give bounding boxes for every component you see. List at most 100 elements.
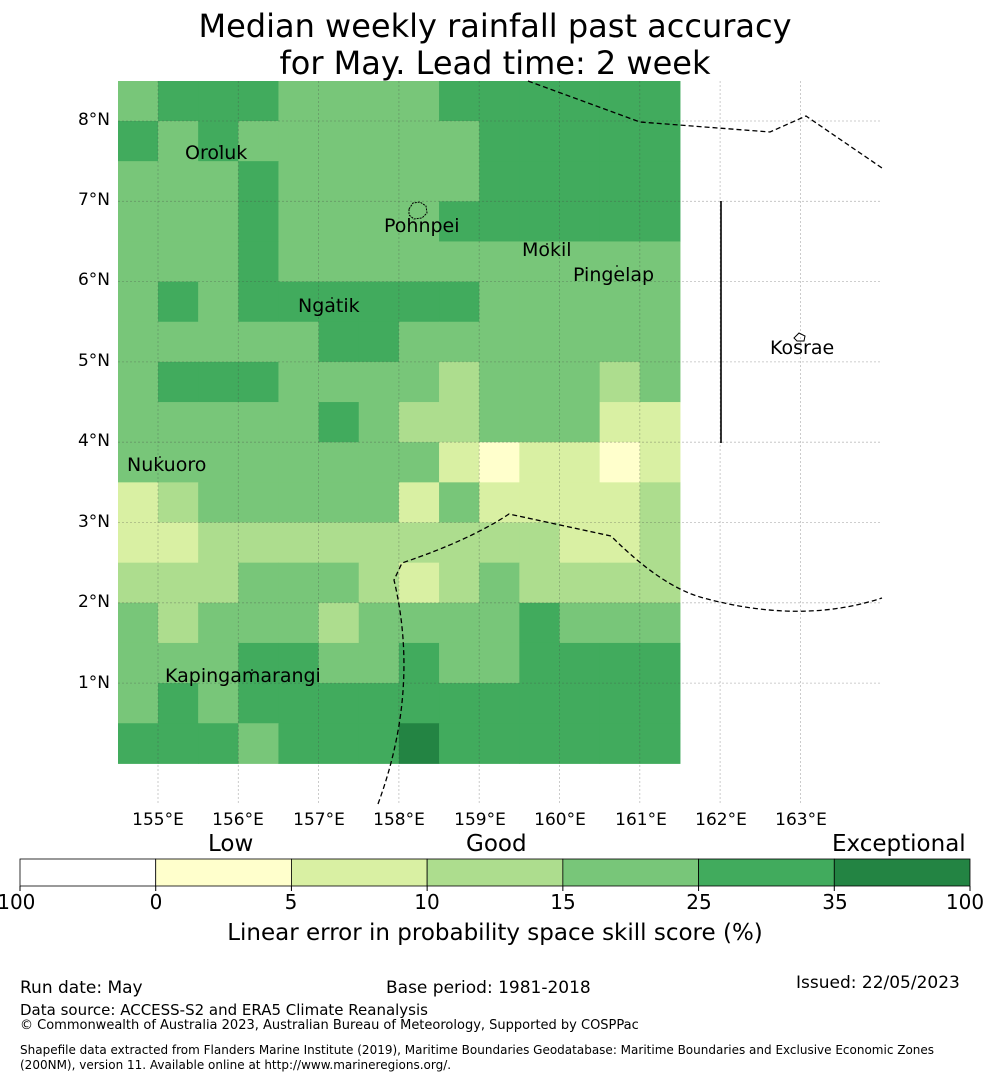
grid-cell (519, 241, 560, 283)
grid-cell (398, 683, 440, 724)
x-tick-159e: 159°E (454, 810, 506, 830)
grid-cell (198, 241, 239, 283)
grid-cell (639, 321, 681, 363)
grid-cell (479, 442, 520, 483)
grid-cell (198, 723, 239, 764)
skill-grid (118, 81, 681, 764)
grid-cell (519, 562, 560, 604)
grid-cell (358, 121, 400, 162)
grid-cell (639, 241, 681, 283)
grid-cell (238, 482, 279, 523)
grid-cell (559, 522, 601, 564)
grid-cell (479, 402, 520, 443)
grid-cell (318, 81, 360, 122)
colorbar-tick-35: 35 (822, 890, 848, 914)
grid-cell (118, 361, 159, 403)
grid-cell (559, 602, 601, 644)
grid-cell (278, 201, 320, 242)
pohnpei-outline (408, 201, 428, 220)
grid-cell (639, 281, 681, 323)
grid-cell (278, 522, 320, 564)
x-tick-156e: 156°E (212, 810, 264, 830)
grid-cell (398, 442, 440, 483)
grid-cell (358, 723, 400, 764)
grid-cell (278, 121, 320, 162)
grid-cell (439, 522, 480, 564)
grid-cell (519, 683, 560, 724)
grid-cell (118, 201, 159, 242)
grid-cell (118, 522, 159, 564)
grid-cell (599, 321, 641, 363)
grid-cell (599, 81, 641, 122)
grid-cell (318, 442, 360, 483)
grid-cell (158, 361, 199, 403)
x-tick-163e: 163°E (775, 810, 827, 830)
grid-cell (439, 121, 480, 162)
grid-cell (519, 602, 560, 644)
grid-cell (278, 361, 320, 403)
grid-cell (599, 241, 641, 283)
grid-cell (318, 602, 360, 644)
grid-cell (158, 281, 199, 323)
grid-cell (398, 562, 440, 604)
grid-cell (358, 402, 400, 443)
grid-cell (198, 361, 239, 403)
grid-cell (439, 281, 480, 323)
colorbar-swatch (698, 858, 835, 887)
grid-cell (238, 161, 279, 202)
grid-cell (358, 161, 400, 202)
grid-cell (439, 482, 480, 523)
map-gridlines (118, 81, 882, 804)
grid-cell (559, 81, 601, 122)
grid-cell (318, 121, 360, 162)
colorbar-swatch (19, 858, 157, 887)
grid-cell (238, 201, 279, 242)
grid-cell (479, 602, 520, 644)
grid-cell (559, 281, 601, 323)
colorbar-swatch (833, 858, 971, 887)
y-tick-3n: 3°N (77, 512, 110, 532)
map-title-line-1: Median weekly rainfall past accuracy (198, 7, 792, 45)
grid-cell (158, 402, 199, 443)
grid-cell (398, 121, 440, 162)
grid-cell (599, 402, 641, 443)
y-tick-1n: 1°N (77, 673, 110, 693)
grid-cell (158, 522, 199, 564)
grid-cell (118, 81, 159, 122)
grid-cell (639, 562, 681, 604)
grid-cell (318, 482, 360, 523)
grid-cell (479, 201, 520, 242)
grid-cell (559, 241, 601, 283)
grid-cell (599, 642, 641, 684)
grid-cell (278, 281, 320, 323)
grid-cell (639, 361, 681, 403)
grid-cell (639, 642, 681, 684)
x-tick-161e: 161°E (615, 810, 667, 830)
grid-cell (519, 361, 560, 403)
grid-cell (599, 121, 641, 162)
grid-cell (238, 241, 279, 283)
grid-cell (358, 683, 400, 724)
grid-cell (398, 81, 440, 122)
grid-cell (639, 81, 681, 122)
grid-cell (278, 241, 320, 283)
kosrae-outline (793, 332, 806, 342)
grid-cell (559, 482, 601, 523)
grid-cell (479, 642, 520, 684)
grid-cell (358, 642, 400, 684)
colorbar (19, 858, 971, 891)
grid-cell (479, 562, 520, 604)
grid-cell (398, 482, 440, 523)
grid-cell (118, 602, 159, 644)
footer-data-source: Data source: ACCESS-S2 and ERA5 Climate … (20, 1001, 428, 1019)
grid-cell (358, 562, 400, 604)
grid-cell (439, 642, 480, 684)
grid-cell (238, 522, 279, 564)
y-tick-6n: 6°N (77, 270, 110, 290)
footer-run-date: Run date: May (20, 978, 143, 998)
colorbar-tick-minus-100: -100 (0, 890, 36, 914)
place-label-pohnpei: Pohnpei (384, 215, 460, 237)
grid-cell (599, 602, 641, 644)
grid-cell (198, 442, 239, 483)
grid-cell (238, 321, 279, 363)
